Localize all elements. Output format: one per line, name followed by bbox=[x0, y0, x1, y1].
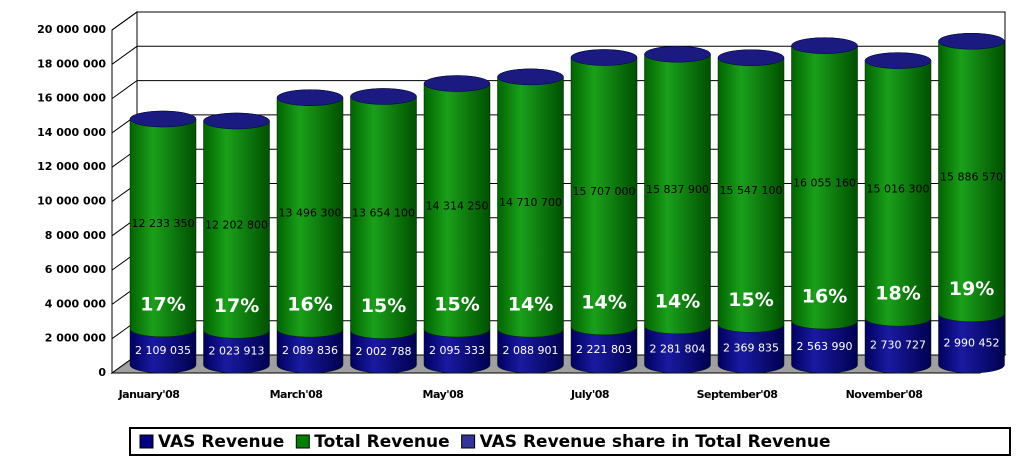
y-tick-label: 8 000 000 bbox=[45, 229, 107, 242]
share-label: 14% bbox=[508, 294, 553, 316]
bar-top bbox=[350, 88, 417, 105]
share-label: 14% bbox=[655, 290, 700, 312]
value-label: 2 089 836 bbox=[282, 344, 338, 357]
value-label: 16 055 160 bbox=[793, 176, 856, 189]
value-label: 15 707 000 bbox=[573, 185, 636, 198]
legend-label: VAS Revenue bbox=[158, 432, 284, 452]
value-label: 2 109 035 bbox=[135, 344, 191, 357]
y-tick-label: 10 000 000 bbox=[37, 195, 106, 208]
bar-top bbox=[864, 52, 932, 69]
bar-top bbox=[497, 68, 564, 86]
value-label: 15 016 300 bbox=[867, 182, 930, 195]
value-label: 2 990 452 bbox=[944, 336, 1000, 349]
value-label: 2 730 727 bbox=[870, 339, 926, 352]
bar-top bbox=[276, 89, 344, 106]
legend-label: VAS Revenue share in Total Revenue bbox=[480, 432, 831, 452]
value-label: 2 088 901 bbox=[503, 344, 559, 357]
value-label: 15 547 100 bbox=[720, 184, 783, 197]
bar-top bbox=[644, 45, 711, 63]
value-label: 15 837 900 bbox=[646, 183, 709, 196]
value-label: 2 002 788 bbox=[356, 345, 412, 358]
value-label: 15 886 570 bbox=[940, 170, 1003, 183]
value-label: 14 314 250 bbox=[426, 199, 489, 212]
y-tick-label: 20 000 000 bbox=[37, 23, 106, 36]
bar-top bbox=[717, 49, 785, 66]
value-label: 2 095 333 bbox=[429, 344, 485, 357]
value-label: 2 369 835 bbox=[723, 342, 779, 355]
y-tick-label: 6 000 000 bbox=[45, 263, 107, 276]
x-tick-label: September'08 bbox=[697, 388, 778, 401]
y-tick-label: 14 000 000 bbox=[37, 126, 106, 139]
share-label: 15% bbox=[434, 294, 479, 316]
share-label: 14% bbox=[581, 291, 626, 313]
share-label: 17% bbox=[140, 293, 185, 315]
bar-top bbox=[423, 75, 491, 92]
y-tick-label: 18 000 000 bbox=[37, 57, 106, 70]
y-tick-label: 16 000 000 bbox=[37, 92, 106, 105]
x-tick-label: July'08 bbox=[570, 388, 609, 401]
y-tick-label: 0 bbox=[98, 366, 106, 379]
legend-swatch bbox=[295, 434, 310, 449]
bar-top bbox=[791, 37, 858, 54]
value-label: 2 023 913 bbox=[209, 345, 265, 358]
value-label: 2 281 804 bbox=[650, 342, 706, 355]
value-label: 14 710 700 bbox=[499, 196, 562, 209]
grid-line bbox=[111, 80, 1005, 100]
legend-label: Total Revenue bbox=[314, 432, 449, 452]
y-tick-label: 4 000 000 bbox=[45, 297, 107, 310]
share-label: 17% bbox=[214, 295, 259, 317]
share-label: 16% bbox=[802, 286, 847, 308]
legend-swatch bbox=[139, 434, 154, 449]
value-label: 12 233 350 bbox=[132, 217, 195, 230]
bar-top bbox=[203, 112, 270, 130]
share-label: 15% bbox=[361, 295, 406, 317]
legend-swatch bbox=[461, 434, 476, 449]
grid-line bbox=[111, 11, 1005, 31]
value-label: 13 496 300 bbox=[279, 206, 342, 219]
x-tick-label: March'08 bbox=[270, 388, 323, 401]
x-tick-label: January'08 bbox=[118, 388, 180, 401]
x-tick-label: May'08 bbox=[423, 388, 464, 401]
value-label: 2 221 803 bbox=[576, 343, 632, 356]
value-label: 2 563 990 bbox=[797, 340, 853, 353]
y-tick-label: 2 000 000 bbox=[45, 332, 107, 345]
legend bbox=[129, 427, 1011, 456]
y-tick-label: 12 000 000 bbox=[37, 160, 106, 173]
value-label: 12 202 800 bbox=[205, 219, 268, 232]
share-label: 16% bbox=[287, 294, 332, 316]
grid-line bbox=[111, 45, 1005, 65]
bar-top bbox=[570, 49, 638, 66]
share-label: 15% bbox=[728, 289, 773, 311]
share-label: 19% bbox=[949, 278, 994, 300]
x-tick-label: November'08 bbox=[846, 388, 923, 401]
share-label: 18% bbox=[875, 283, 920, 305]
bar-top bbox=[129, 110, 197, 128]
bar-top bbox=[938, 33, 1005, 50]
value-label: 13 654 100 bbox=[352, 207, 415, 220]
